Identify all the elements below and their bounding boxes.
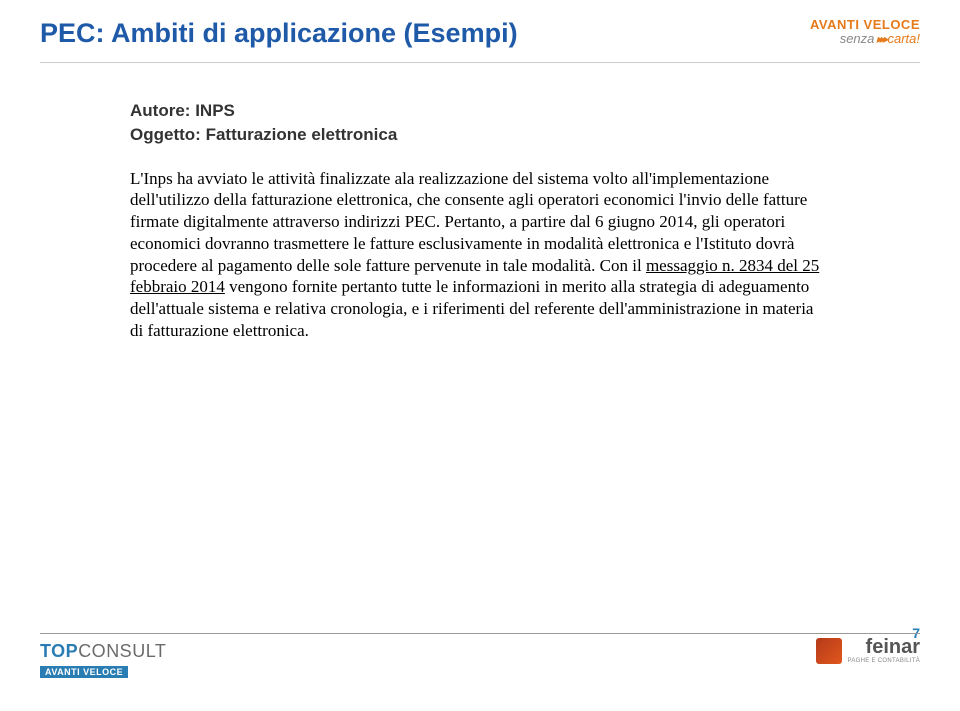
title-divider [40, 62, 920, 63]
content-area: Autore: INPS Oggetto: Fatturazione elett… [130, 100, 830, 342]
title-bar: PEC: Ambiti di applicazione (Esempi) AVA… [40, 18, 920, 49]
avanti-veloce-badge: AVANTI VELOCE [40, 666, 128, 678]
brand-line2: senza▸▸▸carta! [810, 32, 920, 46]
subject-label: Oggetto: [130, 125, 201, 144]
footer-left: TOPCONSULT AVANTI VELOCE [40, 641, 166, 680]
brand-line2-prefix: senza [840, 31, 875, 46]
body-paragraph: L'Inps ha avviato le attività finalizzat… [130, 168, 830, 342]
feinar-mark-icon [816, 638, 842, 664]
topconsult-top: TOP [40, 641, 78, 661]
feinar-subtitle: PAGHE E CONTABILITÀ [848, 658, 921, 664]
brand-line1: AVANTI VELOCE [810, 18, 920, 32]
brand-logo-top: AVANTI VELOCE senza▸▸▸carta! [810, 18, 920, 47]
author-label: Autore: [130, 101, 190, 120]
subject-line: Oggetto: Fatturazione elettronica [130, 124, 830, 146]
slide: PEC: Ambiti di applicazione (Esempi) AVA… [0, 0, 960, 711]
footer: TOPCONSULT AVANTI VELOCE feinar PAGHE E … [40, 633, 920, 693]
page-title: PEC: Ambiti di applicazione (Esempi) [40, 18, 518, 49]
author-value: INPS [195, 101, 235, 120]
topconsult-consult: CONSULT [78, 641, 166, 661]
author-line: Autore: INPS [130, 100, 830, 122]
topconsult-logo: TOPCONSULT [40, 641, 166, 662]
feinar-logo: feinar PAGHE E CONTABILITÀ [816, 637, 921, 664]
subject-value: Fatturazione elettronica [206, 125, 398, 144]
footer-right: feinar PAGHE E CONTABILITÀ [816, 637, 921, 664]
brand-line2-suffix: carta! [887, 31, 920, 46]
footer-divider [40, 633, 920, 634]
body-part-b: vengono fornite pertanto tutte le inform… [130, 277, 813, 340]
feinar-text: feinar [848, 637, 921, 657]
chevron-right-icon: ▸▸▸ [876, 33, 885, 46]
